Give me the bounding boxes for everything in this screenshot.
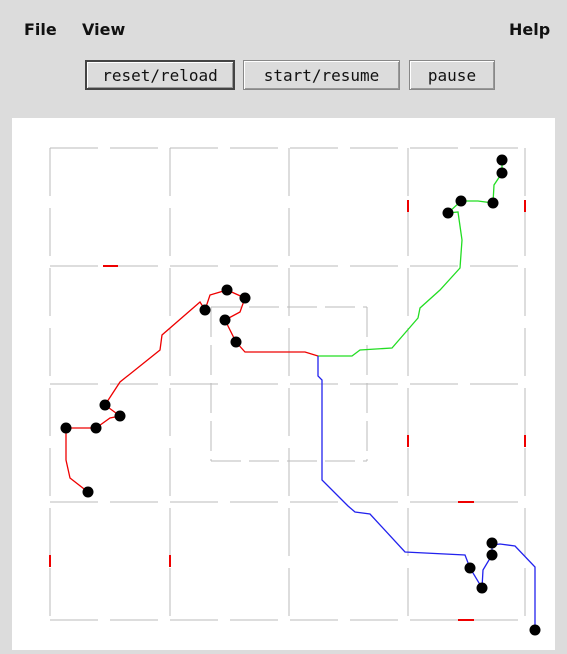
menu-help[interactable]: Help xyxy=(509,20,551,39)
menu-bar: File View Help xyxy=(0,0,567,44)
pause-button[interactable]: pause xyxy=(409,60,495,90)
menu-file[interactable]: File xyxy=(24,20,57,39)
simulation-canvas xyxy=(12,118,555,650)
red-path xyxy=(65,289,319,493)
agents xyxy=(60,154,541,636)
menu-view[interactable]: View xyxy=(82,20,126,39)
green-path xyxy=(318,160,503,357)
start-button[interactable]: start/resume xyxy=(243,60,400,90)
reset-button[interactable]: reset/reload xyxy=(85,60,235,90)
red-markers xyxy=(49,200,526,621)
grid xyxy=(49,147,526,621)
blue-path xyxy=(317,356,536,630)
